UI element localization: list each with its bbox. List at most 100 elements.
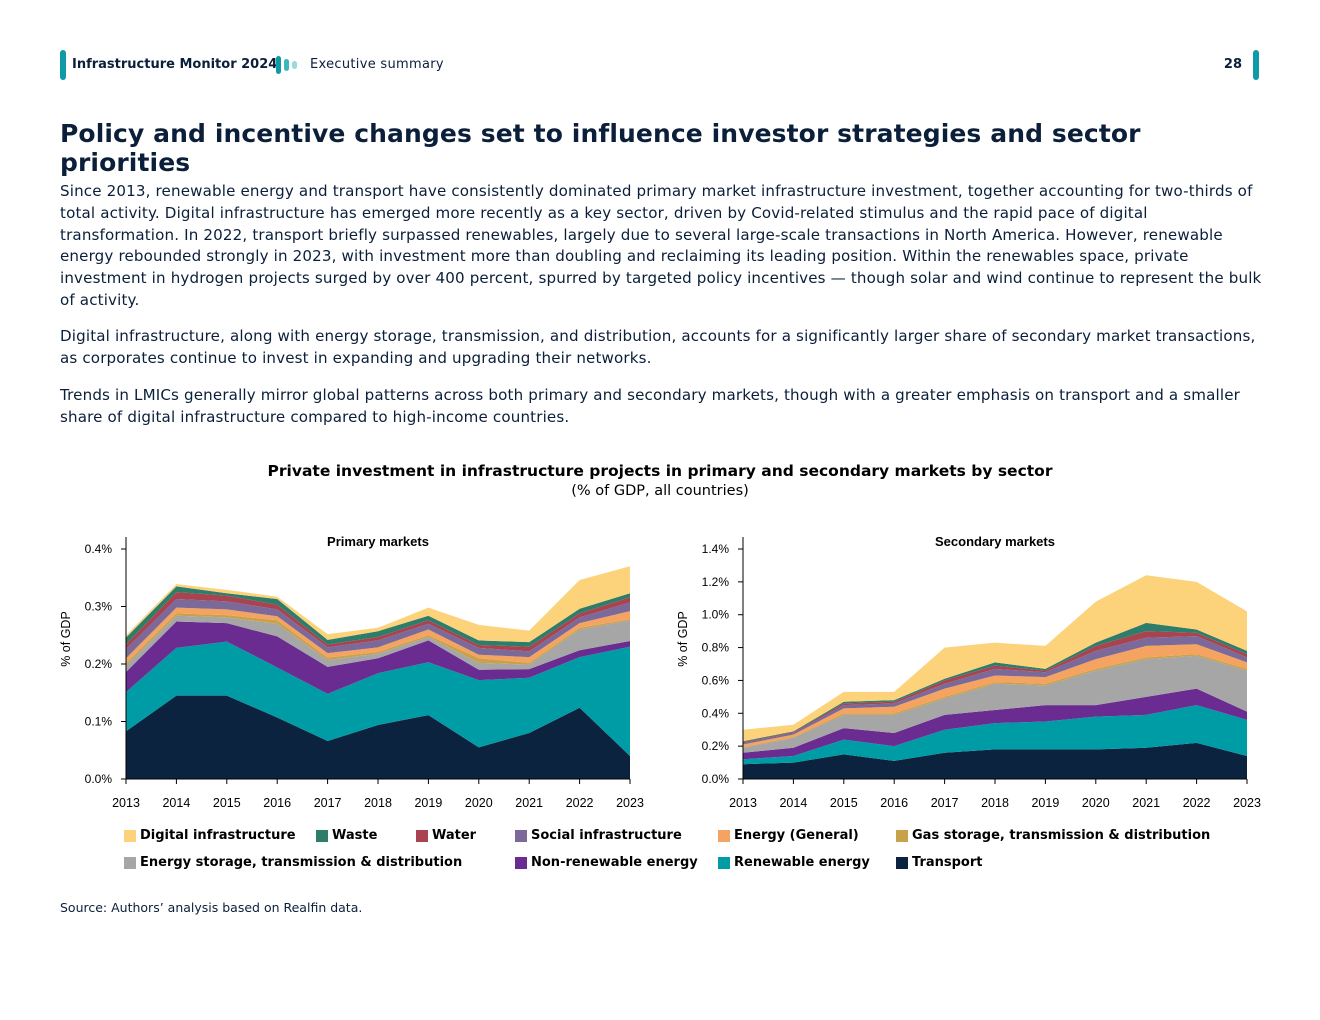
- legend-item: Waste: [316, 828, 377, 843]
- legend-label: Transport: [912, 855, 983, 870]
- legend-label: Non-renewable energy: [531, 855, 698, 870]
- y-tick-label: 1.4%: [702, 542, 730, 556]
- x-tick-label: 2014: [162, 796, 190, 810]
- x-tick-label: 2018: [364, 796, 392, 810]
- body-paragraph: Digital infrastructure, along with energ…: [60, 327, 1256, 367]
- x-tick-label: 2013: [112, 796, 140, 810]
- secondary-markets-chart: 0.0% 0.2% 0.4% 0.6% 0.8% 1.0% 1.2% 1.4% 2013 2014…: [676, 534, 1261, 810]
- area-series-social-infrastructure: [126, 599, 630, 659]
- header-accent-right: [1253, 50, 1259, 80]
- x-tick-label: 2015: [213, 796, 241, 810]
- area-series-energy-storage-transmission-distribution: [126, 615, 630, 673]
- x-tick-label: 2020: [1082, 796, 1110, 810]
- y-tick-label: 0.2%: [702, 739, 730, 753]
- x-tick-label: 2023: [616, 796, 644, 810]
- legend-swatch: [896, 856, 908, 869]
- area-series-digital-infrastructure: [743, 575, 1247, 742]
- y-axis-label: % of GDP: [59, 611, 73, 667]
- figure-title: Private investment in infrastructure pro…: [267, 462, 1053, 480]
- x-tick-label: 2017: [314, 796, 342, 810]
- legend-label: Water: [432, 828, 477, 843]
- x-tick-label: 2016: [263, 796, 291, 810]
- legend-item: Energy (General): [718, 828, 859, 843]
- x-tick-label: 2021: [1132, 796, 1160, 810]
- legend-item: Water: [416, 828, 476, 843]
- legend-item: Social infrastructure: [515, 828, 682, 843]
- legend-item: Energy storage, transmission & distribut…: [124, 855, 462, 870]
- legend-item: Digital infrastructure: [124, 828, 296, 843]
- x-tick-label: 2022: [566, 796, 594, 810]
- x-tick-label: 2019: [414, 796, 442, 810]
- legend-swatch: [515, 829, 527, 842]
- legend-item: Transport: [896, 855, 982, 870]
- area-series-renewable-energy: [743, 705, 1247, 765]
- y-axis-label: % of GDP: [676, 611, 690, 667]
- legend-label: Digital infrastructure: [140, 828, 296, 843]
- body-paragraph: Since 2013, renewable energy and transpo…: [60, 182, 1262, 309]
- primary-markets-chart: 0.0% 0.1% 0.2% 0.3% 0.4% 2013 2014 2015 2016 2017…: [59, 534, 644, 810]
- legend-swatch: [896, 829, 908, 842]
- area-series-energy-general-: [126, 607, 630, 663]
- area-series-water: [126, 592, 630, 652]
- report-logo-icon: [276, 56, 297, 74]
- legend-swatch: [515, 856, 527, 869]
- y-tick-label: 0.4%: [85, 542, 113, 556]
- legend-label: Renewable energy: [734, 855, 870, 870]
- area-series-transport: [743, 742, 1247, 779]
- chart-title: Secondary markets: [935, 534, 1055, 549]
- y-tick-label: 1.0%: [702, 608, 730, 622]
- figure-subtitle: (% of GDP, all countries): [571, 483, 749, 499]
- x-tick-label: 2018: [981, 796, 1009, 810]
- y-tick-label: 1.2%: [702, 575, 730, 589]
- x-tick-label: 2019: [1031, 796, 1059, 810]
- x-tick-label: 2013: [729, 796, 757, 810]
- area-series-non-renewable-energy: [126, 621, 630, 694]
- x-tick-label: 2023: [1233, 796, 1261, 810]
- page-number: 28: [1223, 57, 1242, 72]
- legend-label: Social infrastructure: [531, 828, 682, 843]
- y-tick-label: 0.0%: [85, 772, 113, 786]
- legend-swatch: [718, 856, 730, 869]
- area-series-non-renewable-energy: [743, 688, 1247, 760]
- x-tick-label: 2020: [465, 796, 493, 810]
- legend-swatch: [124, 856, 136, 869]
- header-accent-left: [60, 50, 66, 80]
- area-series-social-infrastructure: [743, 636, 1247, 745]
- y-tick-label: 0.6%: [702, 673, 730, 687]
- area-series-energy-general-: [743, 644, 1247, 747]
- x-tick-label: 2016: [880, 796, 908, 810]
- area-series-energy-storage-transmission-distribution: [743, 655, 1247, 753]
- legend-swatch: [718, 829, 730, 842]
- area-series-waste: [126, 586, 630, 647]
- legend-label: Energy storage, transmission & distribut…: [140, 855, 463, 870]
- legend-label: Energy (General): [734, 828, 859, 843]
- chart-title: Primary markets: [327, 534, 429, 549]
- legend-item: Renewable energy: [718, 855, 870, 870]
- legend-swatch: [416, 829, 428, 842]
- x-tick-label: 2014: [779, 796, 807, 810]
- area-series-renewable-energy: [126, 641, 630, 756]
- chart-legend: Digital infrastructure Waste Water Socia…: [124, 828, 1224, 882]
- y-tick-label: 0.0%: [702, 772, 730, 786]
- x-tick-label: 2015: [830, 796, 858, 810]
- x-tick-label: 2021: [515, 796, 543, 810]
- legend-label: Waste: [332, 828, 378, 843]
- legend-item: Gas storage, transmission & distribution: [896, 828, 1210, 843]
- legend-swatch: [124, 829, 136, 842]
- legend-swatch: [316, 829, 328, 842]
- y-tick-label: 0.8%: [702, 641, 730, 655]
- report-title: Infrastructure Monitor 2024: [72, 57, 278, 72]
- legend-label: Gas storage, transmission & distribution: [912, 828, 1211, 843]
- x-tick-label: 2017: [931, 796, 959, 810]
- section-label: Executive summary: [310, 57, 444, 72]
- y-tick-label: 0.1%: [85, 715, 113, 729]
- y-tick-label: 0.2%: [85, 657, 113, 671]
- x-tick-label: 2022: [1183, 796, 1211, 810]
- page-title: Policy and incentive changes set to infl…: [60, 119, 1141, 177]
- body-paragraph: Trends in LMICs generally mirror global …: [60, 386, 1241, 426]
- area-series-transport: [126, 695, 630, 779]
- y-tick-label: 0.4%: [702, 706, 730, 720]
- source-note: Source: Authors’ analysis based on Realf…: [60, 900, 363, 915]
- y-tick-label: 0.3%: [85, 600, 113, 614]
- legend-item: Non-renewable energy: [515, 855, 698, 870]
